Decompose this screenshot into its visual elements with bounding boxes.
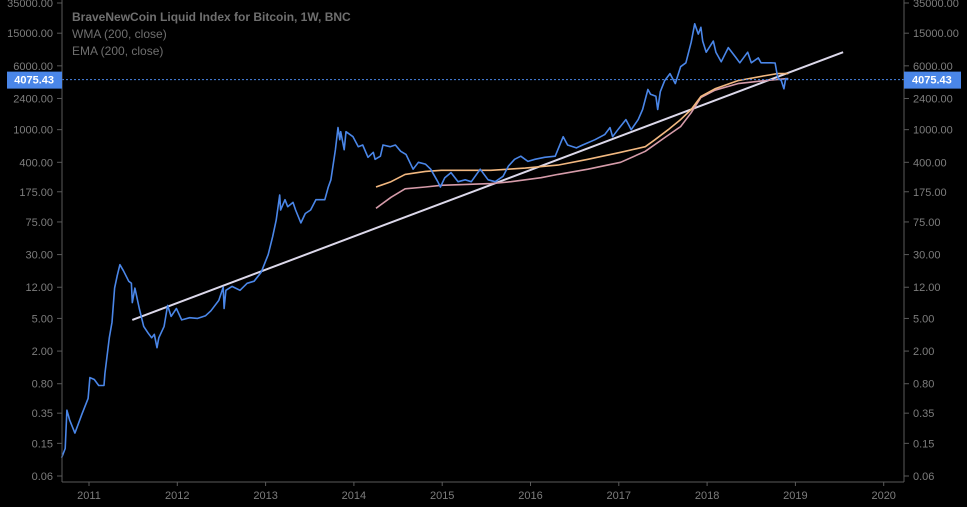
y-tick-label-left: 1000.00: [13, 125, 53, 137]
y-tick-label-left: 35000.00: [7, 0, 53, 10]
y-tick-label-right: 1000.00: [913, 125, 953, 137]
y-tick-label-right: 6000.00: [913, 61, 953, 73]
y-tick-label-left: 12.00: [25, 282, 53, 294]
y-tick-label-left: 0.80: [32, 379, 53, 391]
x-tick-label: 2013: [253, 490, 277, 502]
y-tick-label-left: 75.00: [25, 217, 53, 229]
y-tick-label-right: 0.80: [913, 379, 934, 391]
y-tick-label-right: 0.35: [913, 408, 934, 420]
x-tick-label: 2020: [871, 490, 895, 502]
x-tick-label: 2012: [165, 490, 189, 502]
y-tick-label-left: 2400.00: [13, 93, 53, 105]
y-tick-label-left: 2.00: [32, 346, 53, 358]
y-tick-label-right: 2400.00: [913, 93, 953, 105]
last-price-label-right: 4075.43: [912, 75, 952, 87]
y-tick-label-left: 6000.00: [13, 61, 53, 73]
axes: 35000.00 35000.00 15000.00 15000.00 6000.00 6…: [7, 0, 961, 502]
y-tick-label-right: 30.00: [913, 250, 941, 262]
x-tick-label: 2019: [783, 490, 807, 502]
ema-series-line: [375, 77, 789, 209]
price-series-line: [60, 23, 789, 459]
chart-legend: BraveNewCoin Liquid Index for Bitcoin, 1…: [72, 9, 351, 60]
y-tick-label-right: 75.00: [913, 217, 941, 229]
y-tick-label-left: 5.00: [32, 313, 53, 325]
x-tick-label: 2017: [607, 490, 631, 502]
x-tick-label: 2014: [342, 490, 366, 502]
legend-wma[interactable]: WMA (200, close): [72, 27, 167, 41]
y-tick-label-right: 0.06: [913, 471, 934, 483]
y-tick-label-right: 15000.00: [913, 28, 959, 40]
wma-series-line: [375, 72, 789, 188]
y-tick-label-left: 15000.00: [7, 28, 53, 40]
y-tick-label-left: 0.35: [32, 408, 53, 420]
y-tick-label-left: 0.06: [32, 471, 53, 483]
last-price-badge-right: [904, 71, 961, 89]
x-tick-label: 2015: [430, 490, 454, 502]
x-tick-label: 2018: [695, 490, 719, 502]
y-tick-label-right: 5.00: [913, 313, 934, 325]
legend-ema[interactable]: EMA (200, close): [72, 44, 164, 58]
x-tick-label: 2016: [518, 490, 542, 502]
y-tick-label-right: 12.00: [913, 282, 941, 294]
trendline-series-line: [131, 51, 844, 321]
y-tick-label-left: 400.00: [19, 157, 53, 169]
legend-symbol-title: BraveNewCoin Liquid Index for Bitcoin, 1…: [72, 10, 351, 24]
x-tick-label: 2011: [77, 490, 101, 502]
y-tick-label-right: 2.00: [913, 346, 934, 358]
y-tick-label-left: 30.00: [25, 250, 53, 262]
y-tick-label-right: 175.00: [913, 187, 947, 199]
last-price-label-left: 4075.43: [14, 75, 54, 87]
y-tick-label-right: 35000.00: [913, 0, 959, 10]
last-price-badge-left: [7, 71, 62, 89]
plot-area: [60, 23, 844, 459]
y-tick-label-left: 175.00: [19, 187, 53, 199]
y-tick-label-left: 0.15: [32, 438, 53, 450]
y-tick-label-right: 400.00: [913, 157, 947, 169]
y-tick-label-right: 0.15: [913, 438, 934, 450]
